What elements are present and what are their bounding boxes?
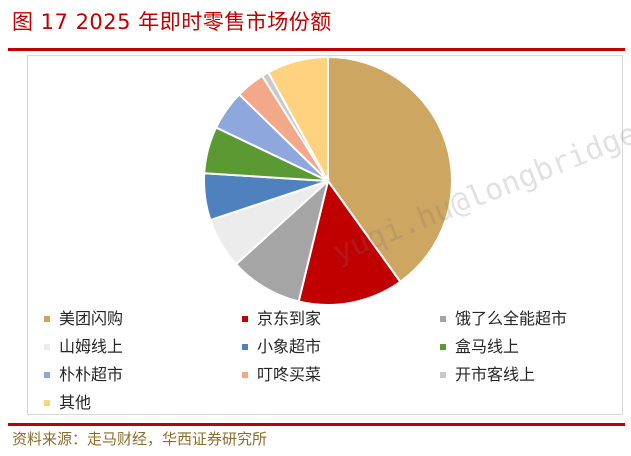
pie-slice-1 [327,56,453,284]
pie-slice-10 [266,56,329,182]
pie-slice-2 [297,178,402,306]
footer-divider [8,423,625,426]
title-divider [8,48,625,51]
chart-frame: yuqi.hu@longbridge 美团闪购 京东到家 饿了么全能超市 山姆线上 小象… [27,55,631,415]
figure-title: 图 17 2025 年即时零售市场份额 [12,10,332,34]
pie-chart [203,56,453,306]
source-note: 资料来源：走马财经，华西证券研究所 [12,430,268,448]
